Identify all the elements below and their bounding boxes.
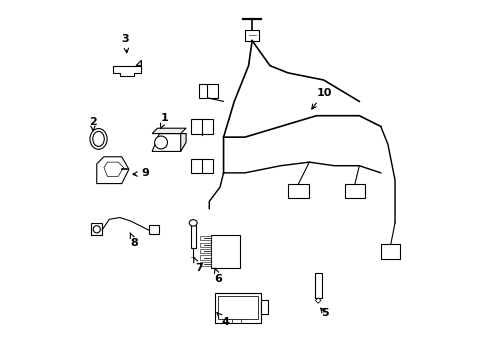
Text: 9: 9 [133, 168, 149, 179]
Polygon shape [92, 223, 102, 235]
Bar [200, 243, 211, 247]
Polygon shape [316, 298, 321, 303]
Text: 2: 2 [89, 117, 97, 131]
Circle shape [93, 226, 100, 233]
Text: 5: 5 [321, 308, 328, 318]
Bar [261, 300, 268, 314]
Text: 7: 7 [194, 258, 203, 273]
Bar [215, 293, 261, 323]
Circle shape [155, 136, 168, 149]
Ellipse shape [90, 129, 107, 149]
Polygon shape [136, 60, 142, 66]
Bar [315, 273, 322, 298]
Polygon shape [152, 134, 186, 152]
Bar [191, 225, 196, 248]
Bar [218, 296, 258, 319]
Bar [345, 184, 365, 198]
Polygon shape [148, 225, 159, 234]
Text: 4: 4 [217, 313, 230, 327]
Bar [200, 262, 211, 266]
Polygon shape [97, 157, 129, 184]
Polygon shape [104, 162, 123, 176]
Bar [200, 255, 211, 260]
Bar [288, 184, 309, 198]
Polygon shape [152, 128, 186, 134]
Bar [198, 84, 218, 98]
Bar [192, 119, 213, 134]
Bar [200, 249, 211, 253]
Polygon shape [113, 66, 142, 76]
Bar [200, 236, 211, 240]
Text: 6: 6 [215, 268, 222, 284]
Text: 3: 3 [122, 35, 129, 53]
Bar [211, 235, 240, 267]
Ellipse shape [189, 220, 197, 226]
Text: 8: 8 [130, 233, 139, 248]
Text: 10: 10 [312, 88, 332, 109]
Bar [192, 158, 213, 173]
Bar [381, 244, 400, 258]
Text: 1: 1 [160, 113, 169, 129]
Ellipse shape [93, 131, 104, 147]
Bar [245, 30, 259, 41]
Polygon shape [181, 134, 186, 152]
